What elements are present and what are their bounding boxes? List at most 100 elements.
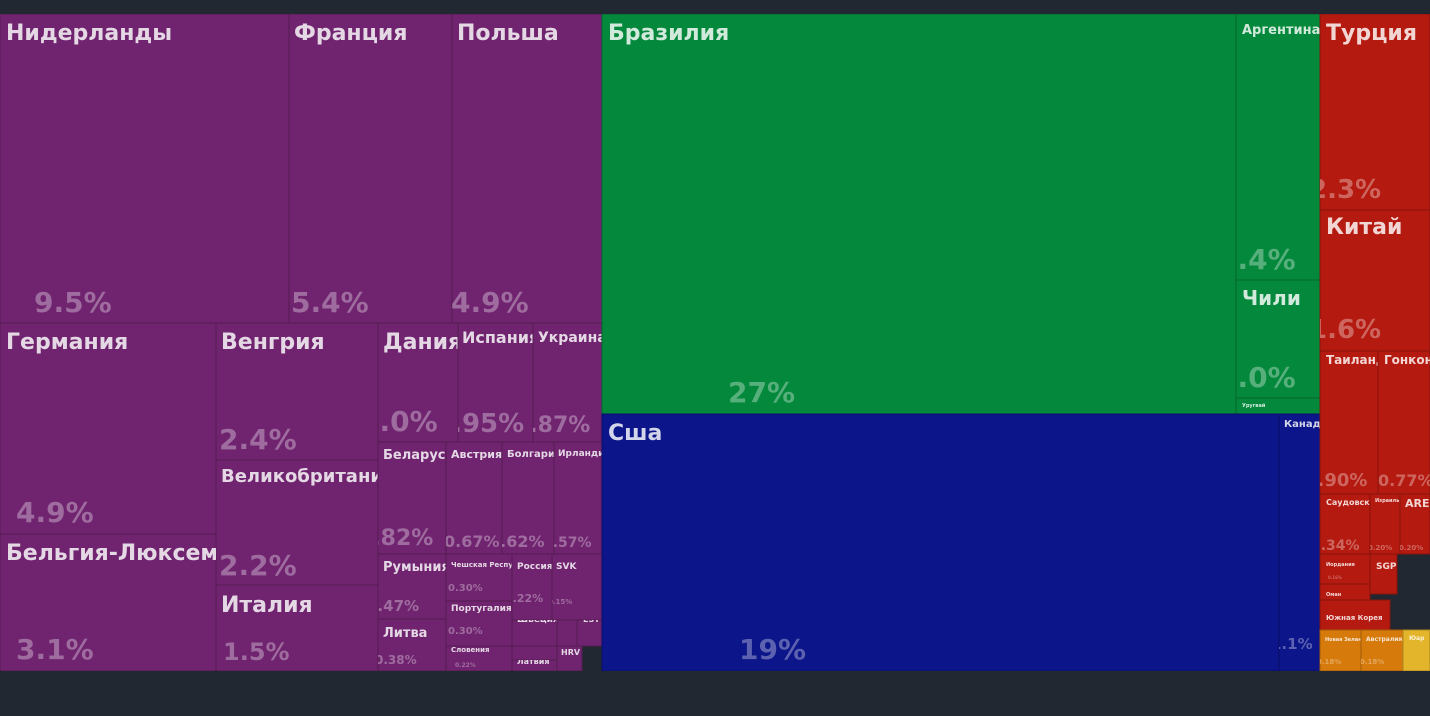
tile-label-izrail: Израиль — [1375, 498, 1399, 504]
tile-label-hrv: HRV — [561, 648, 581, 657]
tile-label-sloveniya: Словения — [451, 646, 490, 654]
tile-tailand[interactable] — [1319, 350, 1379, 495]
tile-share-braziliya: 27% — [728, 376, 795, 409]
tile-share-ispaniya: 0.95% — [434, 409, 524, 439]
tile-label-tailand: Таиланд — [1326, 353, 1386, 367]
tile-are[interactable] — [1399, 493, 1430, 555]
tile-avstriya[interactable] — [445, 441, 503, 555]
tile-label-novaya-zelandiya: Новая Зеландия — [1325, 637, 1372, 643]
tile-label-are: ARE — [1405, 497, 1430, 510]
tile-polsha[interactable] — [451, 14, 603, 324]
tile-label-ispaniya: Испания — [462, 328, 539, 347]
tile-velikobritaniya[interactable] — [215, 459, 379, 586]
tile-share-rossiya: 0.22% — [505, 592, 543, 605]
tile-label-italiya: Италия — [221, 593, 313, 618]
tile-share-belarus: 0.82% — [357, 526, 433, 551]
tile-niderlandy[interactable] — [0, 14, 290, 324]
tile-share-sloveniya: 0.22% — [455, 662, 476, 669]
tile-label-oman: Оман — [1326, 592, 1342, 598]
tile-share-bolgariya: 0.62% — [489, 532, 545, 551]
tile-label-yuar: Юар — [1409, 635, 1425, 642]
tile-hrv[interactable] — [556, 645, 583, 671]
tile-label-vengriya: Венгрия — [221, 330, 325, 355]
tile-novaya-zelandiya[interactable] — [1319, 629, 1362, 671]
treemap-chart: 9.5% Нидерланды 5.4% Франция 4.9% Польша 4.9% Г… — [0, 14, 1430, 671]
tile-izrail[interactable] — [1369, 493, 1401, 555]
tile-share-niderlandy: 9.5% — [34, 286, 112, 319]
tile-turtsiya[interactable] — [1319, 14, 1430, 211]
tile-label-saudovskaya-araviya: Саудовская Аравия — [1326, 498, 1416, 507]
tile-label-portugaliya: Португалия — [451, 604, 512, 614]
tile-gonkong[interactable] — [1377, 350, 1430, 495]
tile-yuar[interactable] — [1402, 629, 1430, 671]
tile-label-yuzhnaya-koreya: Южная Корея — [1326, 614, 1382, 622]
tile-label-litva: Литва — [383, 626, 427, 641]
tile-kanada[interactable] — [1278, 413, 1321, 671]
tile-belgiya-lyuksemburg[interactable] — [0, 533, 217, 671]
tile-gretsiya[interactable] — [556, 619, 578, 647]
tile-share-germaniya: 4.9% — [16, 496, 94, 529]
tile-shvetsiya[interactable] — [511, 619, 558, 647]
tile-share-portugaliya: 0.30% — [448, 626, 483, 637]
group-okeaniya: 0.18% Новая Зеландия 0.18% Австралия — [1317, 629, 1404, 671]
tile-yuzhnaya-koreya[interactable] — [1319, 599, 1391, 631]
tile-share-novaya-zelandiya: 0.18% — [1317, 658, 1341, 666]
tile-share-ssha: 19% — [739, 633, 806, 666]
tile-share-irlandiya: 0.57% — [543, 535, 592, 551]
tile-label-urugvay: Уругвай — [1242, 402, 1266, 409]
tile-germaniya[interactable] — [0, 322, 217, 535]
tile-italiya[interactable] — [215, 584, 379, 671]
tile-saudovskaya-araviya[interactable] — [1319, 493, 1371, 555]
tile-share-vengriya: 2.4% — [219, 423, 297, 456]
tile-braziliya[interactable] — [601, 14, 1237, 415]
tile-share-avstraliya: 0.18% — [1360, 658, 1384, 666]
tile-share-ukraina: 0.87% — [514, 413, 590, 438]
tile-share-saudovskaya-araviya: 0.34% — [1311, 538, 1360, 554]
group-yuzhnaya-amerika: 27% Бразилия 2.4% Аргентина 1.0% Чили Уругвай — [601, 14, 1321, 415]
tile-label-belarus: Беларусь — [383, 448, 454, 463]
tile-cheshskaya-respublika[interactable] — [445, 553, 513, 602]
tile-label-velikobritaniya: Великобритания — [221, 466, 395, 487]
tile-label-svk: SVK — [556, 562, 577, 572]
tile-irlandiya[interactable] — [553, 441, 603, 555]
tile-ukraina[interactable] — [532, 322, 603, 443]
tile-litva[interactable] — [377, 618, 447, 671]
tile-share-kanada: 1.1% — [1271, 635, 1313, 653]
tile-share-rumyniya: 0.47% — [367, 597, 419, 615]
tile-label-bolgariya: Болгария — [507, 449, 561, 460]
tile-label-irlandiya: Ирландия — [558, 449, 610, 459]
tile-avstraliya[interactable] — [1360, 629, 1404, 671]
tile-share-kitay: 1.6% — [1309, 315, 1381, 345]
tile-kitay[interactable] — [1319, 209, 1430, 352]
tile-share-gonkong: 0.77% — [1378, 471, 1430, 490]
tile-share-avstriya: 0.67% — [444, 532, 500, 551]
tile-label-niderlandy: Нидерланды — [6, 21, 172, 46]
tile-rumyniya[interactable] — [377, 553, 447, 620]
tile-share-frantsiya: 5.4% — [291, 286, 369, 319]
tile-label-polsha: Польша — [457, 21, 559, 46]
tile-iordaniya[interactable] — [1319, 553, 1371, 585]
tile-svk[interactable] — [551, 553, 603, 621]
tile-share-chili: 1.0% — [1218, 361, 1296, 394]
tile-label-shvetsiya: Швеция — [517, 615, 559, 625]
tile-label-rossiya: Россия — [517, 562, 553, 572]
group-afrika: Юар — [1402, 629, 1430, 671]
tile-argentina[interactable] — [1235, 14, 1321, 281]
tile-sgp[interactable] — [1369, 553, 1398, 595]
tile-label-daniya: Дания — [383, 330, 462, 355]
tile-label-latviya: Латвия — [517, 657, 549, 666]
tile-frantsiya[interactable] — [288, 14, 453, 324]
tile-label-belgiya-lyuksemburg: Бельгия-Люксембург — [6, 541, 275, 566]
tile-vengriya[interactable] — [215, 322, 379, 461]
tile-label-germaniya: Германия — [6, 330, 128, 355]
tile-ssha[interactable] — [601, 413, 1280, 671]
tile-label-frantsiya: Франция — [294, 21, 407, 46]
tile-label-argentina: Аргентина — [1242, 23, 1320, 38]
tile-label-cheshskaya-respublika: Чешская Республика — [451, 561, 537, 569]
tile-finlyandiya[interactable] — [511, 645, 558, 661]
tile-label-ukraina: Украина — [538, 330, 607, 346]
tile-share-polsha: 4.9% — [451, 286, 529, 319]
tile-ispaniya[interactable] — [457, 322, 534, 443]
tile-chili[interactable] — [1235, 279, 1321, 399]
tile-latviya[interactable] — [511, 659, 558, 671]
